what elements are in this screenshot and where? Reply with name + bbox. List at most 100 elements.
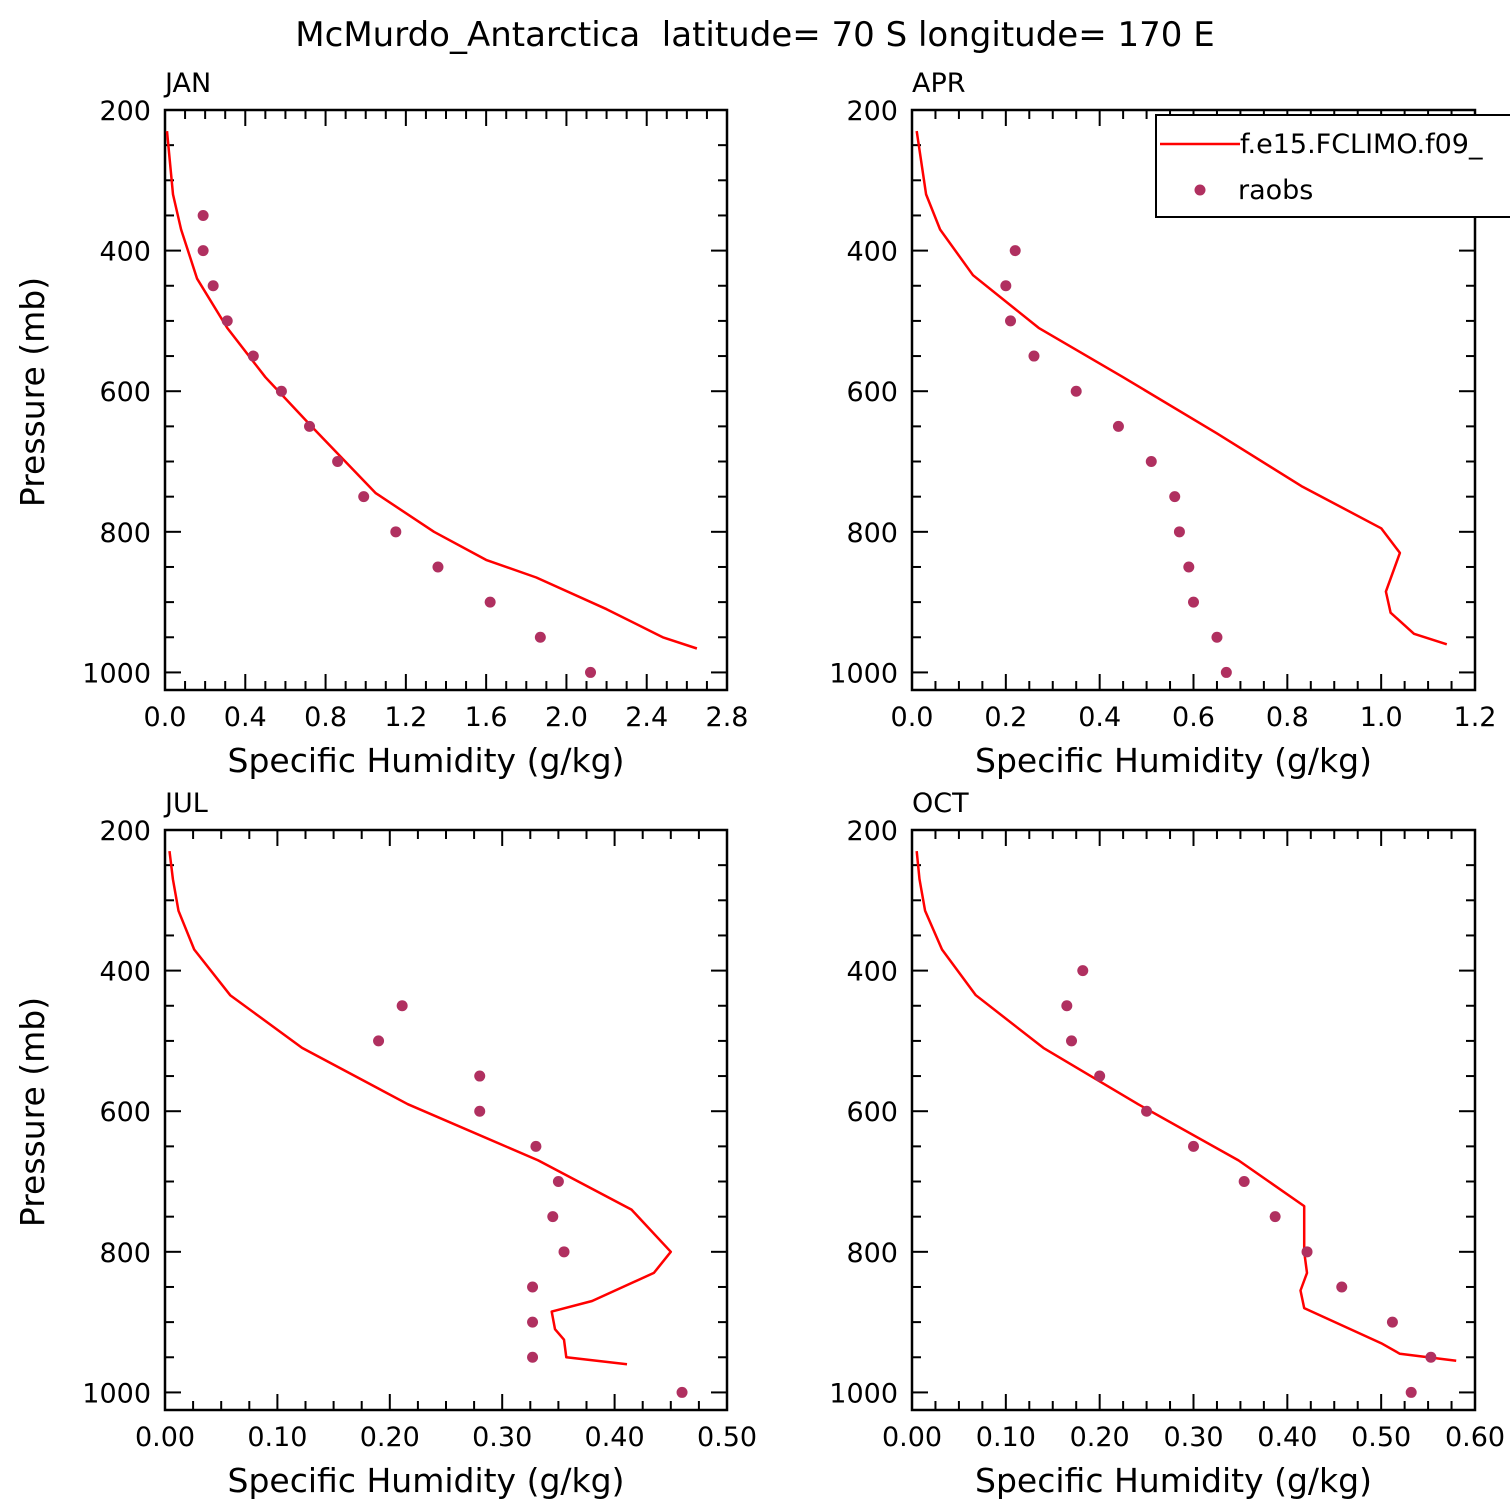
x-tick-label: 0.40 xyxy=(1257,1422,1317,1453)
y-tick-label: 400 xyxy=(99,957,151,988)
x-tick-label: 0.8 xyxy=(1266,702,1309,733)
x-tick-label: 0.6 xyxy=(1172,702,1215,733)
x-tick-label: 0.20 xyxy=(360,1422,420,1453)
raobs-point xyxy=(1173,526,1185,538)
x-tick-label: 0.4 xyxy=(224,702,267,733)
raobs-point xyxy=(197,209,209,221)
y-tick-label: 600 xyxy=(846,377,898,408)
raobs-point xyxy=(1094,1070,1106,1082)
x-tick-label: 0.8 xyxy=(304,702,347,733)
x-tick-label: 1.6 xyxy=(465,702,508,733)
legend-box xyxy=(1155,114,1510,218)
x-tick-label: 0.30 xyxy=(472,1422,532,1453)
panel-title: JUL xyxy=(163,788,208,819)
y-tick-label: 200 xyxy=(846,816,898,847)
raobs-point xyxy=(1211,631,1223,643)
raobs-point xyxy=(527,1281,539,1293)
y-tick-label: 1000 xyxy=(829,1378,898,1409)
x-tick-label: 1.2 xyxy=(1454,702,1497,733)
y-tick-label: 200 xyxy=(846,96,898,127)
legend-obs-label: raobs xyxy=(1238,175,1313,206)
x-tick-label: 0.40 xyxy=(585,1422,645,1453)
y-tick-label: 400 xyxy=(846,957,898,988)
raobs-point xyxy=(221,315,233,327)
y-tick-label: 600 xyxy=(846,1097,898,1128)
raobs-point xyxy=(1405,1386,1417,1398)
y-tick-label: 1000 xyxy=(82,658,151,689)
raobs-point xyxy=(432,561,444,573)
raobs-point xyxy=(474,1105,486,1117)
x-tick-label: 1.2 xyxy=(384,702,427,733)
raobs-point xyxy=(390,526,402,538)
raobs-point xyxy=(527,1351,539,1363)
raobs-point xyxy=(547,1211,559,1223)
plot-frame xyxy=(163,108,729,692)
y-tick-label: 200 xyxy=(99,816,151,847)
x-tick-label: 0.50 xyxy=(1351,1422,1411,1453)
y-tick-label: 800 xyxy=(846,1238,898,1269)
raobs-point xyxy=(530,1140,542,1152)
raobs-point xyxy=(474,1070,486,1082)
x-tick-label: 0.50 xyxy=(697,1422,757,1453)
x-tick-label: 0.4 xyxy=(1078,702,1121,733)
legend-marker-swatch xyxy=(1194,184,1206,196)
y-tick-label: 400 xyxy=(846,237,898,268)
panel-oct: 200 400 600 800 1000 0.00 0.10 0.20 0.30 0.40 0.50… xyxy=(829,788,1505,1500)
model-profile-line xyxy=(165,130,698,650)
raobs-point xyxy=(1070,385,1082,397)
raobs-point xyxy=(247,350,259,362)
panel-title: OCT xyxy=(912,788,969,819)
raobs-point xyxy=(396,1000,408,1012)
x-tick-label: 0.0 xyxy=(144,702,187,733)
raobs-point xyxy=(484,596,496,608)
y-axis-label: Pressure (mb) xyxy=(13,997,52,1227)
panel-title: APR xyxy=(912,68,966,99)
raobs-point xyxy=(1188,596,1199,608)
raobs-point xyxy=(207,280,219,292)
raobs-point xyxy=(676,1386,688,1398)
x-tick-label: 2.0 xyxy=(545,702,588,733)
y-tick-label: 1000 xyxy=(82,1378,151,1409)
x-tick-label: 1.0 xyxy=(1360,702,1403,733)
x-tick-label: 0.10 xyxy=(976,1422,1036,1453)
x-tick-label: 0.20 xyxy=(1070,1422,1130,1453)
figure-title: McMurdo_Antarctica latitude= 70 S longit… xyxy=(295,15,1214,55)
raobs-point xyxy=(1028,350,1040,362)
x-tick-label: 0.30 xyxy=(1163,1422,1223,1453)
raobs-point xyxy=(1077,965,1089,977)
raobs-point xyxy=(1220,666,1232,678)
raobs-point xyxy=(534,631,546,643)
y-tick-label: 200 xyxy=(99,96,151,127)
y-tick-label: 600 xyxy=(99,1097,151,1128)
x-tick-label: 0.00 xyxy=(135,1422,195,1453)
x-tick-label: 2.4 xyxy=(625,702,668,733)
raobs-point xyxy=(1238,1176,1250,1188)
y-tick-label: 800 xyxy=(99,1238,151,1269)
x-tick-label: 0.2 xyxy=(984,702,1027,733)
y-tick-label: 800 xyxy=(99,518,151,549)
raobs-point xyxy=(585,666,597,678)
raobs-point xyxy=(1169,491,1181,503)
model-profile-line xyxy=(168,850,673,1366)
raobs-point xyxy=(1009,245,1021,257)
raobs-point xyxy=(1000,280,1012,292)
panel-title: JAN xyxy=(163,68,211,99)
y-axis-label: Pressure (mb) xyxy=(13,277,52,507)
panel-jul: 200 400 600 800 1000 0.00 0.10 0.20 0.30 0.40 0.50… xyxy=(13,788,757,1500)
model-profile-line xyxy=(915,130,1448,646)
legend-model-label: f.e15.FCLIMO.f09_ xyxy=(1240,129,1483,160)
raobs-point xyxy=(552,1176,564,1188)
y-tick-label: 1000 xyxy=(829,658,898,689)
y-tick-label: 800 xyxy=(846,518,898,549)
x-tick-label: 0.0 xyxy=(891,702,934,733)
raobs-point xyxy=(1336,1281,1348,1293)
raobs-point xyxy=(1425,1351,1437,1363)
x-axis-label: Specific Humidity (g/kg) xyxy=(975,741,1372,780)
y-tick-label: 600 xyxy=(99,377,151,408)
x-axis-label: Specific Humidity (g/kg) xyxy=(228,741,625,780)
model-profile-line xyxy=(915,850,1457,1363)
raobs-point xyxy=(332,456,344,468)
raobs-point xyxy=(373,1035,385,1047)
panel-jan: 200 400 600 800 1000 0.0 0.4 0.8 1.2 1.6 2.0 2.4 2.8… xyxy=(13,68,748,780)
x-tick-label: 0.00 xyxy=(882,1422,942,1453)
